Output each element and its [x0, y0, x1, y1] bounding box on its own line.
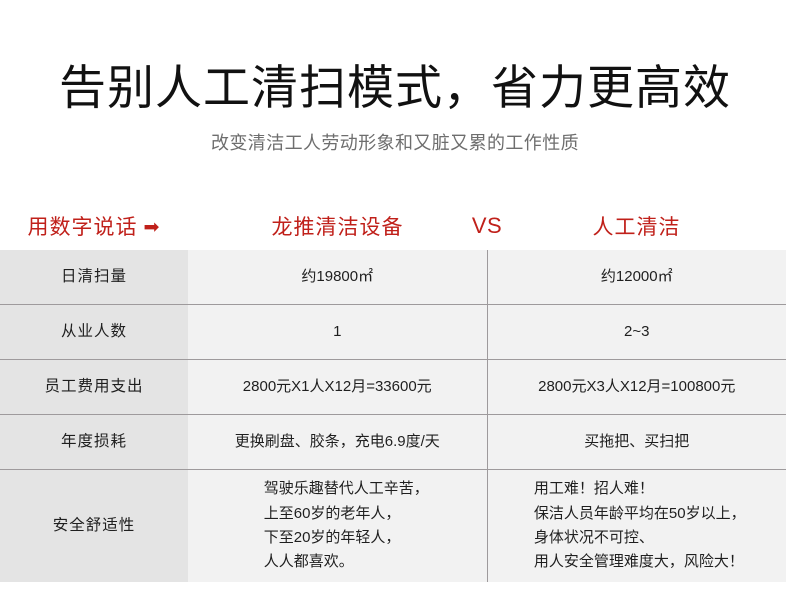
page-title: 告别人工清扫模式，省力更高效 [59, 61, 731, 114]
row-value-manual-text: 约12000㎡ [600, 268, 673, 286]
row-value-manual: 用工难！招人难！ 保洁人员年龄平均在50岁以上， 身体状况不可控、 用人安全管理… [486, 469, 786, 582]
row-label-text: 年度损耗 [60, 432, 127, 450]
row-value-product-text: 更换刷盘、胶条，充电6.9度/天 [234, 433, 440, 451]
table-row: 日清扫量 约19800㎡ 约12000㎡ [0, 250, 786, 305]
row-label-text: 日清扫量 [60, 267, 127, 285]
row-value-manual-text: 买拖把、买扫把 [584, 433, 690, 451]
row-value-product-text: 约19800㎡ [301, 268, 374, 286]
row-value-manual-text: 用工难！招人难！ 保洁人员年龄平均在50岁以上， 身体状况不可控、 用人安全管理… [533, 480, 746, 571]
row-value-product: 1 [188, 304, 487, 360]
row-value-product: 2800元X1人X12月=33600元 [188, 359, 487, 415]
row-label: 年度损耗 [0, 414, 188, 470]
row-value-manual: 买拖把、买扫把 [486, 414, 786, 470]
row-label-text: 员工费用支出 [44, 377, 144, 395]
arrow-right-icon: ➡ [143, 216, 161, 238]
heading-block: 告别人工清扫模式，省力更高效 改变清洁工人劳动形象和又脏又累的工作性质 [0, 0, 790, 154]
comparison-header-label-col: 用数字说话 ➡ [0, 211, 188, 241]
row-value-product-text: 驾驶乐趣替代人工辛苦， 上至60岁的老年人， 下至20岁的年轻人， 人人都喜欢。 [263, 480, 429, 571]
row-label: 从业人数 [0, 304, 188, 360]
row-value-manual-text: 2800元X3人X12月=100800元 [538, 378, 736, 396]
row-label: 员工费用支出 [0, 359, 188, 415]
row-label: 日清扫量 [0, 250, 188, 305]
row-value-manual: 约12000㎡ [486, 250, 786, 305]
comparison-header-vs: VS [471, 213, 503, 238]
comparison-header-label: 用数字说话 [27, 216, 138, 239]
page-subtitle: 改变清洁工人劳动形象和又脏又累的工作性质 [211, 132, 579, 153]
table-row: 安全舒适性 驾驶乐趣替代人工辛苦， 上至60岁的老年人， 下至20岁的年轻人， … [0, 469, 786, 582]
row-label-text: 安全舒适性 [52, 516, 136, 534]
row-value-product: 驾驶乐趣替代人工辛苦， 上至60岁的老年人， 下至20岁的年轻人， 人人都喜欢。 [188, 469, 487, 582]
comparison-header-manual: 人工清洁 [592, 216, 681, 239]
row-value-product-text: 2800元X1人X12月=33600元 [242, 378, 432, 396]
row-label: 安全舒适性 [0, 469, 188, 582]
row-value-product-text: 1 [333, 323, 342, 341]
row-value-product: 约19800㎡ [188, 250, 487, 305]
table-row: 年度损耗 更换刷盘、胶条，充电6.9度/天 买拖把、买扫把 [0, 414, 786, 470]
table-row: 从业人数 1 2~3 [0, 304, 786, 360]
comparison-header-product: 龙推清洁设备 [271, 216, 404, 239]
table-row: 员工费用支出 2800元X1人X12月=33600元 2800元X3人X12月=… [0, 359, 786, 415]
row-label-text: 从业人数 [60, 322, 127, 340]
row-value-manual-text: 2~3 [624, 323, 650, 341]
row-value-product: 更换刷盘、胶条，充电6.9度/天 [188, 414, 487, 470]
comparison-table: 日清扫量 约19800㎡ 约12000㎡ 从业人数 1 2~3 [0, 250, 786, 582]
comparison-header-row: 用数字说话 ➡ 龙推清洁设备 VS 人工清洁 [0, 205, 790, 247]
row-value-manual: 2~3 [486, 304, 786, 360]
comparison-table-body: 日清扫量 约19800㎡ 约12000㎡ 从业人数 1 2~3 [0, 250, 786, 582]
row-value-manual: 2800元X3人X12月=100800元 [486, 359, 786, 415]
